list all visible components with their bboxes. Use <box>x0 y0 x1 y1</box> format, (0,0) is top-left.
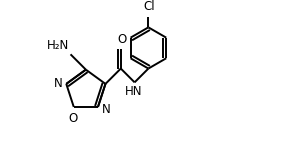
Text: O: O <box>117 33 127 46</box>
Text: N: N <box>102 103 110 116</box>
Text: O: O <box>68 112 77 125</box>
Text: HN: HN <box>125 85 143 98</box>
Text: H₂N: H₂N <box>47 39 70 52</box>
Text: Cl: Cl <box>143 0 155 13</box>
Text: N: N <box>54 77 63 90</box>
